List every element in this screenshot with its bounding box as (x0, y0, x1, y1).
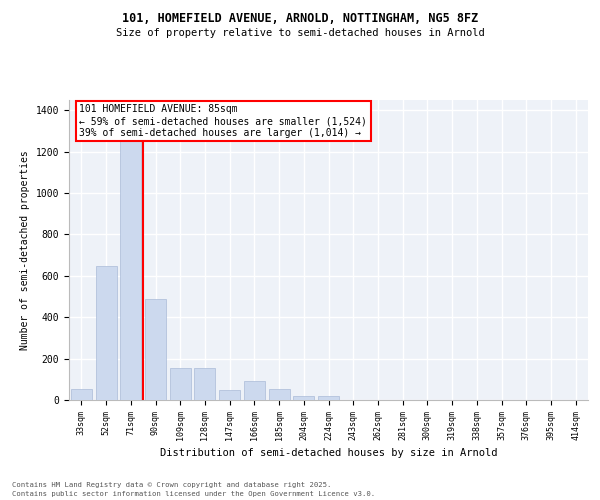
Bar (318, 396, 339, 400)
X-axis label: Distribution of semi-detached houses by size in Arnold: Distribution of semi-detached houses by … (160, 448, 497, 458)
Bar (219, 390, 240, 400)
Text: 101, HOMEFIELD AVENUE, ARNOLD, NOTTINGHAM, NG5 8FZ: 101, HOMEFIELD AVENUE, ARNOLD, NOTTINGHA… (122, 12, 478, 26)
Text: 101 HOMEFIELD AVENUE: 85sqm
← 59% of semi-detached houses are smaller (1,524)
39: 101 HOMEFIELD AVENUE: 85sqm ← 59% of sem… (79, 104, 367, 138)
Text: Contains HM Land Registry data © Crown copyright and database right 2025.: Contains HM Land Registry data © Crown c… (12, 482, 331, 488)
Bar (244, 382, 265, 400)
Bar (120, 137, 141, 400)
Bar (293, 396, 314, 400)
Bar (269, 388, 290, 400)
Y-axis label: Number of semi-detached properties: Number of semi-detached properties (20, 150, 30, 350)
Text: Size of property relative to semi-detached houses in Arnold: Size of property relative to semi-detach… (116, 28, 484, 38)
Bar (71, 388, 92, 400)
Bar (95, 266, 116, 400)
Bar (145, 298, 166, 400)
Text: Contains public sector information licensed under the Open Government Licence v3: Contains public sector information licen… (12, 491, 375, 497)
Bar (170, 368, 191, 400)
Bar (194, 368, 215, 400)
